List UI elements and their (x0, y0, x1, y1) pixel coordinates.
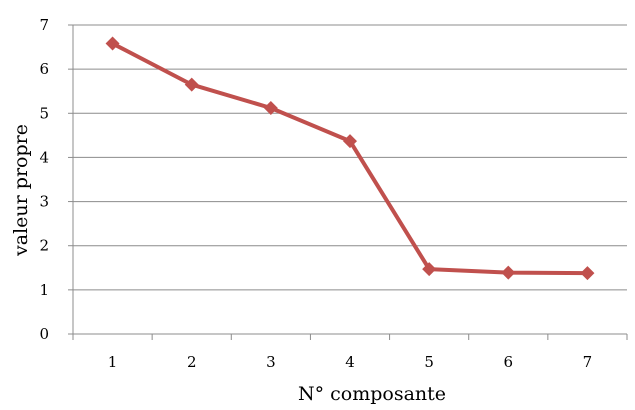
data-point-marker (184, 77, 199, 92)
y-tick-labels: 0 1 2 3 4 5 6 7 (39, 16, 49, 343)
data-point-marker (263, 100, 278, 115)
x-tick-label: 1 (108, 353, 118, 371)
x-tick-label: 7 (583, 353, 593, 371)
data-point-marker (105, 36, 120, 51)
y-tick-label: 6 (39, 60, 49, 78)
y-tick-label: 3 (39, 193, 49, 211)
data-point-marker (343, 134, 357, 149)
axes (68, 24, 628, 340)
x-tick-label: 5 (424, 353, 434, 371)
data-point-marker (422, 262, 437, 277)
data-point-marker (501, 265, 516, 280)
x-tick-label: 3 (266, 353, 276, 371)
y-tick-label: 4 (39, 148, 49, 166)
y-tick-label: 5 (39, 104, 49, 122)
y-tick-label: 1 (39, 281, 49, 299)
y-tick-label: 2 (39, 237, 49, 255)
data-point-marker (580, 266, 595, 281)
x-tick-label: 4 (345, 353, 355, 371)
x-tick-label: 2 (187, 353, 197, 371)
x-tick-labels: 1 2 3 4 5 6 7 (108, 353, 592, 371)
series (105, 36, 595, 281)
x-tick-label: 6 (504, 353, 514, 371)
y-tick-label: 0 (39, 325, 49, 343)
series-line (111, 41, 588, 276)
y-axis-label: valeur propre (10, 124, 32, 257)
y-tick-label: 7 (39, 16, 49, 34)
x-axis-label: N° composante (298, 383, 446, 405)
